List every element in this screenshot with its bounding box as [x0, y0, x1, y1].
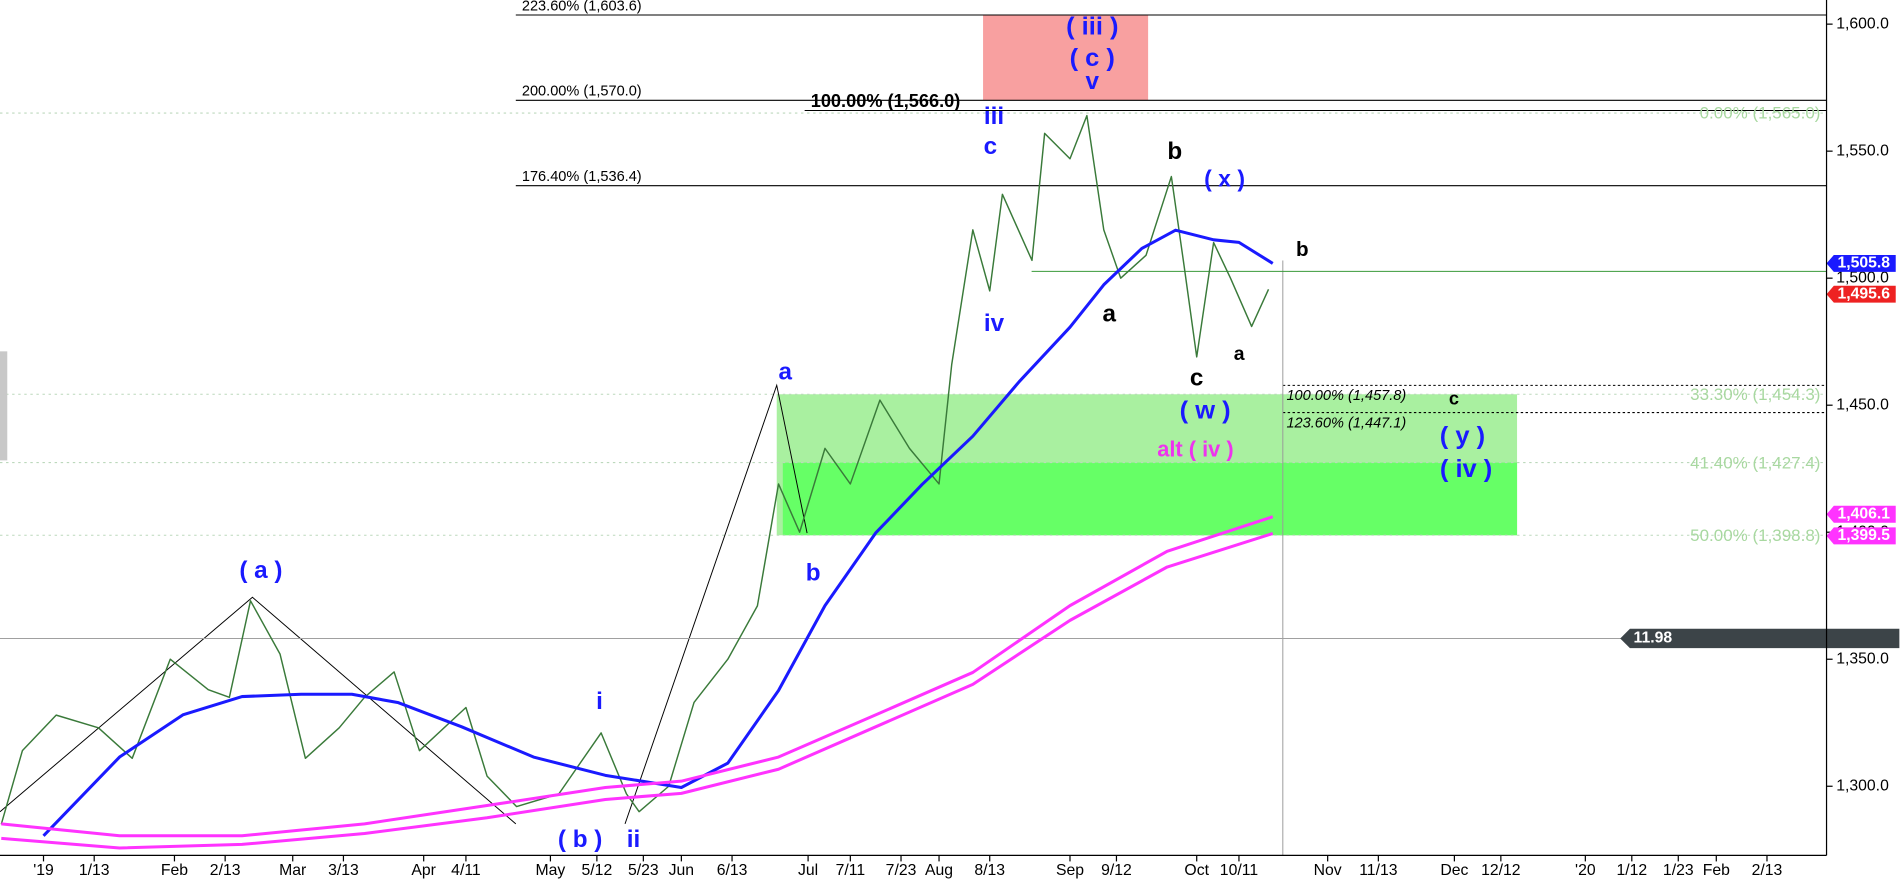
wave-label: ( w ): [1180, 397, 1231, 425]
x-tick-label: Dec: [1440, 862, 1468, 879]
fib-level-label: 41.40% (1,427.4): [1690, 453, 1820, 472]
top-zone: [983, 14, 1149, 101]
fib-level-label: 123.60% (1,447.1): [1286, 415, 1406, 431]
x-tick-label: 9/12: [1101, 862, 1132, 879]
price-tag: [1826, 505, 1896, 523]
x-tick-label: 11/13: [1359, 862, 1398, 879]
x-tick-label: 3/13: [328, 862, 359, 879]
x-tick-label: 1/13: [79, 862, 110, 879]
zones: [776, 14, 1518, 536]
target-zone-core: [782, 462, 1518, 536]
y-tick-label: 1,350.0: [1836, 650, 1889, 667]
x-tick-label: Feb: [161, 862, 188, 879]
labels: 1,300.01,350.01,400.01,450.01,500.01,550…: [33, 0, 1900, 879]
wave-label: iii: [984, 103, 1004, 130]
moving-average: [1, 515, 1274, 838]
x-tick-label: 5/12: [582, 862, 613, 879]
wave-label: ( y ): [1440, 422, 1485, 450]
x-tick-label: Jul: [798, 862, 818, 879]
y-tick-label: 1,550.0: [1836, 142, 1889, 159]
wave-label: c: [1449, 389, 1459, 409]
wave-label: ( iii ): [1066, 13, 1118, 41]
wave-label: iv: [984, 310, 1005, 337]
fib-level-label: 50.00% (1,398.8): [1690, 526, 1820, 545]
fib-level-label: 223.60% (1,603.6): [522, 0, 642, 14]
indicator-value: 11.98: [1634, 630, 1673, 647]
fib-level-label: 176.40% (1,536.4): [522, 169, 642, 185]
fib-level-label: 0.00% (1,565.0): [1700, 104, 1821, 123]
x-tick-label: Sep: [1056, 862, 1084, 879]
moving-average: [1, 532, 1274, 850]
fib-level-label: 33.30% (1,454.3): [1690, 385, 1820, 404]
x-tick-label: Jun: [669, 862, 694, 879]
wave-trendline: [0, 596, 517, 825]
wave-label: ( b ): [558, 826, 602, 853]
x-tick-label: Apr: [411, 862, 436, 879]
x-tick-label: Aug: [925, 862, 953, 879]
wave-label: ( x ): [1204, 166, 1245, 192]
x-tick-label: 1/23: [1663, 862, 1694, 879]
x-tick-label: 7/23: [886, 862, 917, 879]
x-tick-label: '19: [33, 862, 54, 879]
wave-label: a: [1234, 343, 1245, 365]
wave-label: b: [1167, 138, 1182, 165]
indicator-tag: [1620, 628, 1900, 649]
wave-label: a: [1103, 300, 1117, 327]
x-tick-label: 7/11: [836, 862, 866, 879]
marks: [0, 114, 1827, 856]
x-tick-label: 2/13: [1752, 862, 1783, 879]
x-tick-label: 2/13: [210, 862, 241, 879]
x-tick-label: '20: [1575, 862, 1596, 879]
wave-label: c: [1190, 365, 1204, 392]
price-tag-label: 1,399.5: [1837, 527, 1890, 544]
wave-label: i: [596, 688, 603, 715]
wave-label: alt ( iv ): [1157, 436, 1233, 461]
price-tag-label: 1,406.1: [1837, 505, 1890, 522]
x-tick-label: 1/12: [1616, 862, 1647, 879]
wave-label: b: [1296, 238, 1309, 261]
wave-label: c: [984, 133, 998, 160]
price-tag-label: 1,495.6: [1837, 285, 1890, 302]
wave-label: ( c ): [1070, 44, 1115, 72]
x-tick-label: Oct: [1184, 862, 1209, 879]
x-tick-label: 6/13: [717, 862, 748, 879]
x-tick-label: 5/23: [628, 862, 659, 879]
price-tag: [1826, 254, 1896, 272]
wave-label: ( a ): [239, 557, 282, 584]
fib-level-label: 200.00% (1,570.0): [522, 84, 642, 100]
x-tick-label: Nov: [1314, 862, 1342, 879]
wave-label: b: [806, 560, 821, 587]
price-tag: [1826, 527, 1896, 545]
x-tick-label: 4/11: [451, 862, 481, 879]
price-tag-label: 1,505.8: [1837, 255, 1890, 272]
fib-level-label: 100.00% (1,457.8): [1286, 388, 1406, 404]
y-tick-label: 1,450.0: [1836, 396, 1889, 413]
wave-trendline: [624, 383, 808, 825]
x-tick-label: Mar: [279, 862, 306, 879]
x-tick-label: 8/13: [974, 862, 1005, 879]
y-tick-label: 1,500.0: [1836, 269, 1889, 286]
x-tick-label: May: [536, 862, 566, 879]
side-handle[interactable]: [0, 351, 8, 461]
x-tick-label: 10/11: [1220, 862, 1258, 879]
wave-label: ii: [627, 826, 640, 853]
x-tick-label: 12/12: [1481, 862, 1520, 879]
wave-label: ( iv ): [1440, 455, 1492, 483]
price-line: [0, 114, 1270, 825]
x-tick-label: Feb: [1703, 862, 1730, 879]
grid: [0, 14, 1833, 862]
wave-label: a: [778, 359, 792, 386]
y-tick-label: 1,300.0: [1836, 777, 1889, 794]
fib-level-label: 100.00% (1,566.0): [811, 91, 961, 111]
moving-average: [42, 228, 1274, 837]
y-tick-label: 1,600.0: [1836, 15, 1889, 32]
price-tag: [1826, 285, 1896, 303]
wave-label: v: [1086, 68, 1100, 95]
